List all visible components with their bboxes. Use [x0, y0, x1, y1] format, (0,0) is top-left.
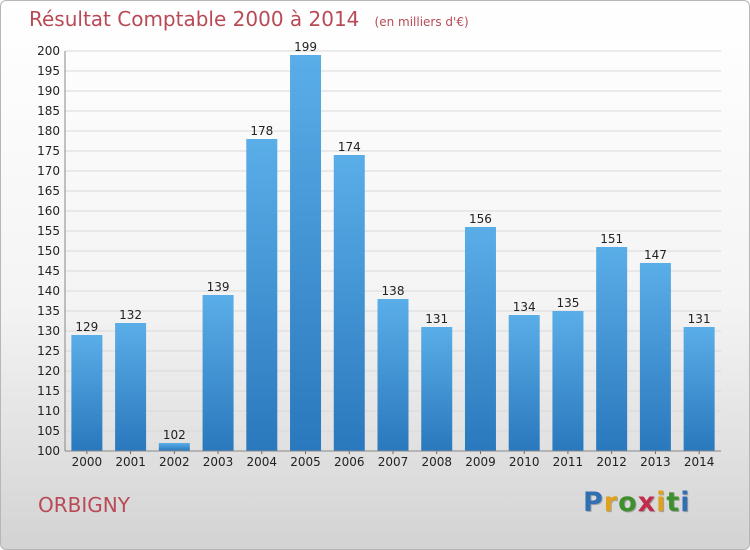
chart-title: Résultat Comptable 2000 à 2014	[29, 7, 360, 31]
y-tick-label: 200	[37, 44, 60, 58]
x-tick-label-2003: 2003	[203, 455, 234, 469]
y-tick-label: 180	[37, 124, 60, 138]
logo-letter: x	[637, 487, 657, 518]
bar-2006	[333, 155, 365, 451]
y-tick-label: 120	[37, 364, 60, 378]
bar-2014	[683, 327, 715, 451]
value-label-2011: 135	[556, 296, 579, 310]
value-label-2010: 134	[513, 300, 536, 314]
bars	[71, 55, 715, 451]
y-tick-label: 175	[37, 144, 60, 158]
value-label-2006: 174	[338, 140, 361, 154]
logo-letter: i	[680, 487, 691, 518]
x-tick-label-2010: 2010	[509, 455, 540, 469]
bar-2011	[552, 311, 584, 451]
value-label-2005: 199	[294, 40, 317, 54]
bar-2004	[246, 139, 278, 451]
x-tick-label-2011: 2011	[553, 455, 584, 469]
commune-name: ORBIGNY	[38, 493, 130, 517]
x-tick-label-2008: 2008	[421, 455, 452, 469]
y-tick-label: 140	[37, 284, 60, 298]
value-label-2014: 131	[688, 312, 711, 326]
y-tick-label: 135	[37, 304, 60, 318]
value-label-2012: 151	[600, 232, 623, 246]
x-tick-label-2014: 2014	[684, 455, 715, 469]
x-tick-label-2000: 2000	[72, 455, 103, 469]
x-tick-label-2007: 2007	[378, 455, 409, 469]
y-tick-label: 165	[37, 184, 60, 198]
logo-letter: t	[666, 487, 681, 518]
logo-letter: r	[603, 487, 619, 518]
bar-2003	[202, 295, 234, 451]
y-tick-label: 125	[37, 344, 60, 358]
bar-2001	[115, 323, 147, 451]
value-label-2008: 131	[425, 312, 448, 326]
value-label-2002: 102	[163, 428, 186, 442]
y-tick-label: 195	[37, 64, 60, 78]
bar-2002	[158, 443, 190, 451]
logo-letter: o	[618, 487, 638, 518]
bar-2008	[421, 327, 453, 451]
y-axis-ticks: 100 105 110 115 120 125 130 135 140 145 150 155 160 1…	[37, 44, 60, 458]
value-label-2007: 138	[382, 284, 405, 298]
value-labels: 129 132 102 139 178 199 174 138 131 156 134 135 151 1…	[75, 40, 710, 442]
y-tick-label: 145	[37, 264, 60, 278]
bar-2005	[290, 55, 322, 451]
logo-letter: i	[656, 487, 667, 518]
bar-2013	[639, 263, 671, 451]
x-tick-label-2001: 2001	[115, 455, 146, 469]
x-tick-label-2005: 2005	[290, 455, 321, 469]
x-tick-label-2002: 2002	[159, 455, 190, 469]
chart-subtitle: (en milliers d'€)	[374, 15, 469, 29]
proxiti-logo: Proxiti	[583, 487, 691, 518]
y-tick-label: 115	[37, 384, 60, 398]
value-label-2000: 129	[75, 320, 98, 334]
y-tick-label: 130	[37, 324, 60, 338]
axes	[64, 51, 721, 454]
x-tick-label-2009: 2009	[465, 455, 496, 469]
x-tick-label-2012: 2012	[596, 455, 627, 469]
y-tick-label: 185	[37, 104, 60, 118]
y-tick-label: 100	[37, 444, 60, 458]
value-label-2003: 139	[207, 280, 230, 294]
x-axis-ticks: 2000 2001 2002 2003 2004 2005 2006 2007 2008 2009…	[72, 455, 715, 469]
value-label-2013: 147	[644, 248, 667, 262]
y-tick-label: 160	[37, 204, 60, 218]
x-tick-label-2006: 2006	[334, 455, 365, 469]
y-tick-label: 110	[37, 404, 60, 418]
value-label-2009: 156	[469, 212, 492, 226]
y-tick-label: 155	[37, 224, 60, 238]
bar-2009	[464, 227, 496, 451]
bar-2010	[508, 315, 540, 451]
y-tick-label: 190	[37, 84, 60, 98]
value-label-2004: 178	[250, 124, 273, 138]
y-tick-label: 170	[37, 164, 60, 178]
logo-letter: P	[583, 487, 604, 518]
value-label-2001: 132	[119, 308, 142, 322]
x-tick-label-2004: 2004	[247, 455, 278, 469]
bar-2000	[71, 335, 103, 451]
bar-2007	[377, 299, 409, 451]
y-tick-label: 105	[37, 424, 60, 438]
title-line: Résultat Comptable 2000 à 2014 (en milli…	[29, 7, 469, 31]
x-tick-label-2013: 2013	[640, 455, 671, 469]
y-tick-label: 150	[37, 244, 60, 258]
bar-2012	[596, 247, 628, 451]
